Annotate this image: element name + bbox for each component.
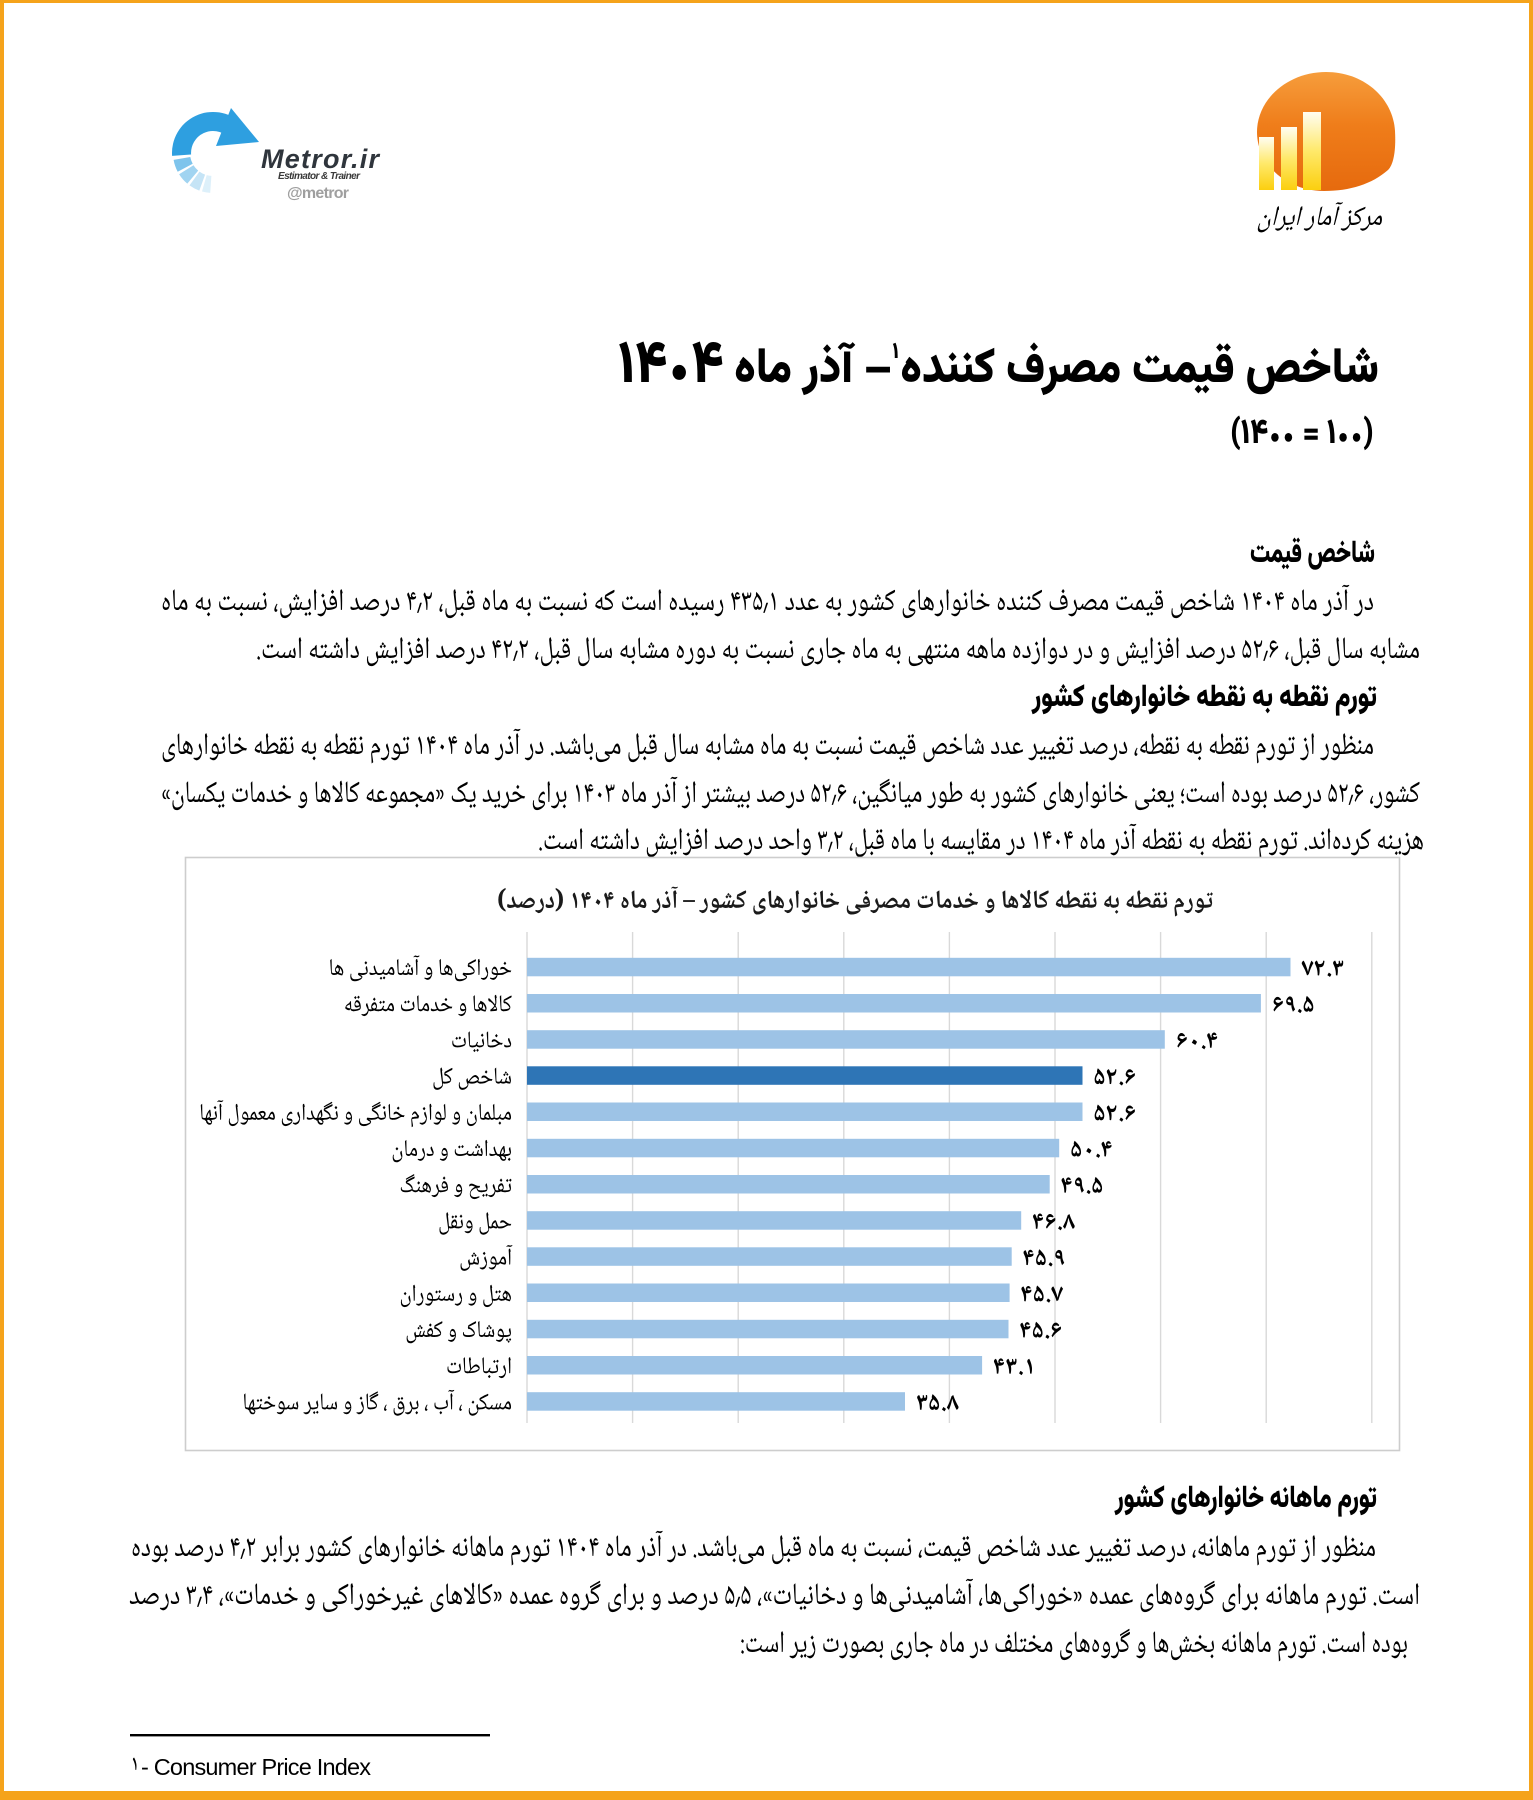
svg-text:Estimator & Trainer: Estimator & Trainer xyxy=(278,171,361,182)
svg-text:Metror.ir: Metror.ir xyxy=(261,144,380,174)
svg-text:@metror: @metror xyxy=(287,185,349,202)
svg-text:- Consumer Price Index: - Consumer Price Index xyxy=(141,1754,371,1780)
